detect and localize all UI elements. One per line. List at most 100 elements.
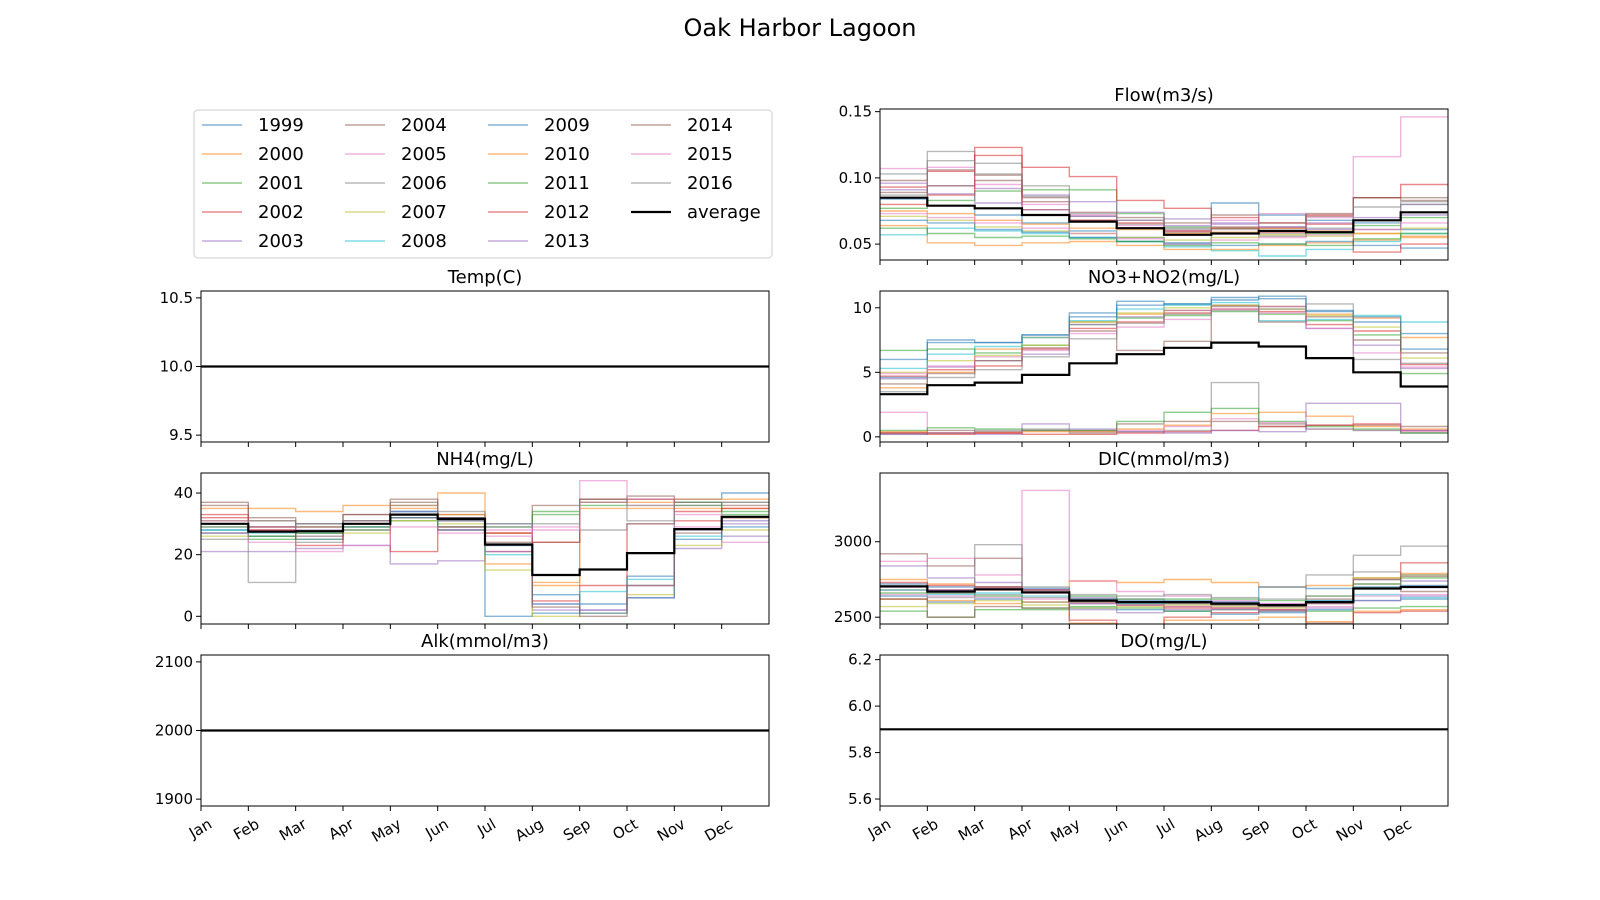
y-tick-label: 1900	[155, 790, 193, 808]
x-tick-label: Mar	[955, 814, 989, 844]
legend-entry-2007: 2007	[345, 202, 447, 223]
average-line	[880, 585, 1448, 607]
panel-title-no3-no2-mg-l: NO3+NO2(mg/L)	[1088, 267, 1240, 288]
y-tick-label: 5.8	[848, 744, 872, 762]
x-tick-label: Feb	[230, 815, 262, 844]
panel-no3-no2-mg-l: NO3+NO2(mg/L) 0 5 10	[853, 267, 1449, 447]
panel-nh4-mg-l: NH4(mg/L) 0 20 40	[174, 449, 770, 629]
legend-entry-1999: 1999	[202, 115, 304, 136]
x-tick-label: Aug	[1191, 815, 1225, 845]
legend-entry-2006: 2006	[345, 173, 447, 194]
panel-title-temp-c: Temp(C)	[447, 267, 523, 288]
y-tick-label: 5	[862, 363, 872, 381]
panel-title-alk-mmol-m3: Alk(mmol/m3)	[421, 631, 549, 652]
legend-entry-2002: 2002	[202, 202, 304, 223]
legend-label: 2016	[687, 173, 733, 194]
legend-entry-2003: 2003	[202, 231, 304, 252]
y-tick-label: 6.2	[848, 651, 872, 669]
y-tick-label: 0.05	[839, 235, 872, 253]
y-tick-label: 40	[174, 484, 193, 502]
panel-do-mg-l: DO(mg/L) 5.6 5.8 6.0 6.2 Jan Feb Mar Apr May Jun Ju…	[848, 631, 1449, 846]
y-tick-label: 0.10	[839, 169, 872, 187]
legend-label: 2015	[687, 144, 733, 165]
x-tick-label: Jul	[473, 815, 499, 840]
panel-title-nh4-mg-l: NH4(mg/L)	[436, 449, 534, 470]
x-tick-label: Mar	[276, 814, 310, 844]
x-tick-label: May	[1047, 815, 1083, 846]
panel-alk-mmol-m3: Alk(mmol/m3) 1900 2000 2100 Jan Feb Mar Apr May J…	[155, 631, 770, 846]
y-tick-label: 0	[183, 607, 193, 625]
legend-entry-2005: 2005	[345, 144, 447, 165]
x-tick-label: Dec	[702, 815, 736, 845]
x-tick-label: Oct	[610, 815, 642, 844]
axes-frame	[879, 654, 1449, 807]
panel-temp-c: Temp(C) 9.5 10.0 10.5	[160, 267, 770, 447]
y-tick-label: 2500	[834, 608, 872, 626]
y-tick-label: 20	[174, 546, 193, 564]
series-line-2015	[880, 593, 1448, 611]
x-tick-label: Feb	[909, 815, 941, 844]
legend: 1999 2000 2001 2002 2003 2004 2005 2006 2007 2008…	[193, 109, 773, 259]
x-tick-label: Jul	[1152, 815, 1178, 840]
x-tick-label: Sep	[560, 815, 593, 845]
y-tick-label: 10.5	[160, 289, 193, 307]
y-tick-label: 6.0	[848, 697, 872, 715]
legend-entry-2016: 2016	[631, 173, 733, 194]
x-tick-label: Sep	[1239, 815, 1272, 845]
legend-label: 2014	[687, 115, 733, 136]
legend-label: 2012	[544, 202, 590, 223]
panel-flow-m3-s: Flow(m3/s) 0.05 0.10 0.15	[839, 85, 1449, 265]
subplot-grid: Flow(m3/s) 0.05 0.10 0.15 Temp(C) 9.5 10.0 10.5…	[155, 85, 1449, 846]
average-line	[880, 341, 1448, 396]
legend-label: 2013	[544, 231, 590, 252]
x-tick-label: Nov	[654, 815, 688, 845]
series-line-2014	[880, 179, 1448, 224]
legend-label: 2005	[401, 144, 447, 165]
legend-entry-2009: 2009	[488, 115, 590, 136]
legend-entry-2015: 2015	[631, 144, 733, 165]
legend-entry-2011: 2011	[488, 173, 590, 194]
series-line-2016	[880, 303, 1448, 393]
legend-label: 1999	[258, 115, 304, 136]
x-tick-label: Aug	[512, 815, 546, 845]
x-tick-label: Jun	[422, 815, 452, 843]
x-tick-label: Nov	[1333, 815, 1367, 845]
legend-entry-2000: 2000	[202, 144, 304, 165]
panel-title-flow-m3-s: Flow(m3/s)	[1114, 85, 1214, 106]
figure-title: Oak Harbor Lagoon	[683, 14, 916, 42]
legend-label: 2011	[544, 173, 590, 194]
legend-entry-2008: 2008	[345, 231, 447, 252]
x-tick-label: Jan	[185, 815, 215, 843]
x-tick-label: Apr	[326, 814, 358, 843]
legend-entry-2010: 2010	[488, 144, 590, 165]
series-line-2016	[201, 498, 769, 528]
series-line-2011	[880, 407, 1448, 434]
y-tick-label: 2000	[155, 722, 193, 740]
y-tick-label: 2100	[155, 653, 193, 671]
x-tick-label: Jun	[1101, 815, 1131, 843]
y-tick-label: 10.0	[160, 358, 193, 376]
legend-label: 2007	[401, 202, 447, 223]
x-tick-label: Dec	[1381, 815, 1415, 845]
x-tick-label: Apr	[1005, 814, 1037, 843]
legend-entry-2004: 2004	[345, 115, 447, 136]
series-line-2015	[880, 212, 1448, 245]
y-tick-label: 3000	[834, 533, 872, 551]
legend-label: 2003	[258, 231, 304, 252]
legend-frame	[193, 109, 773, 259]
legend-entry-average: average	[631, 202, 761, 223]
series-line-2016	[880, 544, 1448, 600]
series-line-2016	[880, 160, 1448, 237]
panel-title-dic-mmol-m3: DIC(mmol/m3)	[1098, 449, 1230, 470]
legend-label: 2008	[401, 231, 447, 252]
legend-label: 2010	[544, 144, 590, 165]
legend-label: 2001	[258, 173, 304, 194]
x-tick-label: Jan	[864, 815, 894, 843]
average-line	[201, 513, 769, 577]
y-tick-label: 9.5	[169, 426, 193, 444]
legend-label: 2004	[401, 115, 447, 136]
legend-entry-2013: 2013	[488, 231, 590, 252]
y-tick-label: 5.6	[848, 790, 872, 808]
y-tick-label: 10	[853, 299, 872, 317]
